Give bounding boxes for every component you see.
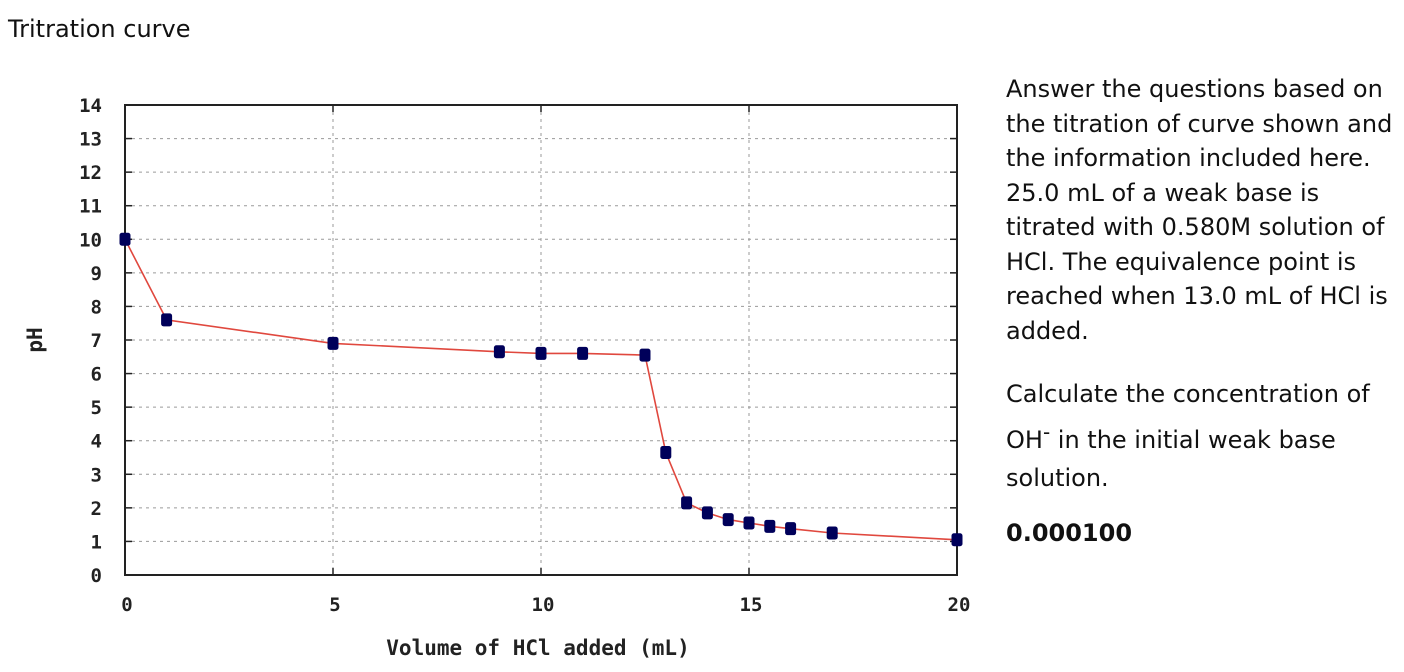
question-text-end: in the initial weak base solution.	[1006, 426, 1336, 492]
data-point	[785, 522, 797, 536]
x-tick-labels: 0 5 10 15 20	[121, 594, 970, 616]
series-line	[124, 238, 958, 541]
data-point	[681, 496, 693, 510]
data-point	[327, 336, 339, 350]
data-point	[660, 445, 672, 459]
page-title: Tritration curve	[8, 15, 191, 43]
y-tick-label: 1	[91, 531, 102, 553]
data-point	[951, 533, 963, 547]
y-tick-label: 7	[91, 330, 102, 352]
data-points	[119, 232, 963, 547]
y-tick-label: 10	[79, 229, 102, 251]
y-tick-label: 5	[91, 397, 102, 419]
data-point	[826, 526, 838, 540]
axis-ticks	[124, 104, 958, 576]
x-axis-label: Volume of HCl added (mL)	[386, 636, 689, 660]
grid	[125, 105, 957, 575]
y-tick-label: 12	[79, 162, 102, 184]
y-tick-label: 3	[91, 464, 102, 486]
data-point	[722, 513, 734, 527]
x-tick-label: 20	[948, 594, 971, 616]
y-tick-label: 11	[79, 196, 102, 218]
info-text: Answer the questions based on the titrat…	[1006, 75, 1393, 345]
data-point	[701, 506, 713, 520]
x-tick-label: 5	[329, 594, 340, 616]
question-superscript: -	[1042, 420, 1051, 444]
x-tick-label: 0	[121, 594, 132, 616]
y-tick-label: 9	[91, 263, 102, 285]
question-text-start: Calculate the concentration of OH	[1006, 380, 1370, 454]
data-point	[743, 516, 755, 530]
data-point	[535, 346, 547, 360]
data-point	[493, 345, 505, 359]
y-tick-label: 4	[91, 431, 102, 453]
data-point	[161, 313, 173, 327]
y-tick-label: 6	[91, 364, 102, 386]
y-tick-label: 14	[79, 95, 102, 117]
y-tick-label: 2	[91, 498, 102, 520]
answer-value: 0.000100	[1006, 519, 1133, 547]
data-point	[639, 348, 651, 362]
data-point	[119, 232, 131, 246]
titration-chart: 0 1 2 3 4 5 6 7 8 9 10 11 12 13 14 0 5 10 15 20 Volume of …	[0, 70, 1000, 672]
y-axis-label: pH	[23, 327, 47, 352]
info-panel: Answer the questions based on the titrat…	[1006, 72, 1400, 550]
y-tick-label: 0	[91, 565, 102, 587]
y-tick-label: 8	[91, 296, 102, 318]
x-tick-label: 15	[740, 594, 763, 616]
x-tick-label: 10	[532, 594, 555, 616]
y-tick-label: 13	[79, 129, 102, 151]
data-point	[577, 346, 589, 360]
question-text: Calculate the concentration of OH- in th…	[1006, 375, 1400, 497]
data-point	[764, 519, 776, 533]
